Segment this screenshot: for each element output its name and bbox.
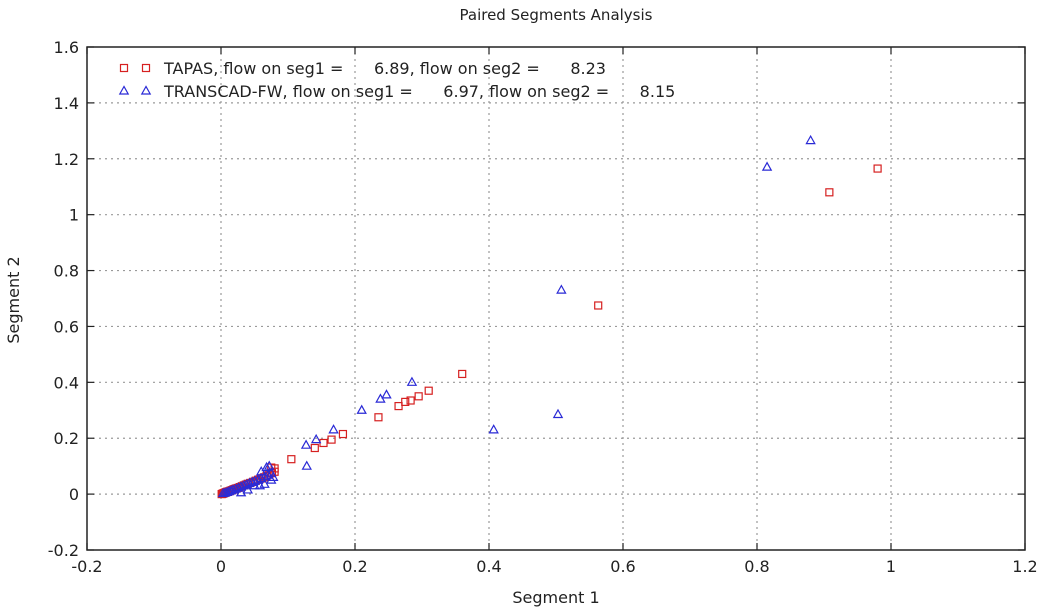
data-point-tapas: [310, 443, 319, 453]
y-tick-label: 0.6: [54, 317, 79, 336]
data-point-tapas: [327, 435, 336, 444]
y-tick-label: 1.4: [54, 94, 79, 113]
data-point-tapas: [825, 188, 834, 197]
data-point-transcad-fw: [264, 460, 275, 470]
data-point-transcad-fw: [223, 485, 235, 496]
data-point-tapas: [424, 386, 433, 395]
x-tick-label: 1: [886, 557, 896, 576]
data-points: [217, 134, 882, 499]
y-tick-label: 0.4: [54, 373, 79, 392]
data-point-transcad-fw: [761, 161, 773, 171]
data-point-transcad-fw: [249, 479, 260, 490]
data-point-transcad-fw: [556, 284, 567, 294]
legend-item-tapas: TAPAS, flow on seg1 = 6.89, flow on seg2…: [119, 59, 606, 78]
y-tick-label: 0.2: [54, 429, 79, 448]
legend-marker-square: [141, 63, 151, 73]
data-point-transcad-fw: [249, 475, 260, 485]
legend-label-tapas: TAPAS, flow on seg1 = 6.89, flow on seg2…: [163, 59, 606, 78]
data-point-tapas: [414, 392, 423, 401]
x-tick-label: 1.2: [1012, 557, 1037, 576]
data-point-transcad-fw: [488, 424, 499, 434]
legend-item-transcad-fw: TRANSCAD-FW, flow on seg1 = 6.97, flow o…: [118, 82, 675, 101]
data-point-transcad-fw: [805, 134, 816, 145]
data-point-tapas: [594, 301, 603, 310]
x-tick-label: 0.8: [744, 557, 769, 576]
data-point-tapas: [394, 401, 403, 411]
plot-frame: [86, 46, 1026, 551]
data-point-tapas: [401, 397, 410, 406]
data-point-transcad-fw: [268, 471, 279, 481]
data-point-transcad-fw: [301, 460, 312, 470]
x-tick-label: 0.4: [476, 557, 501, 576]
y-tick-label: 1: [69, 206, 79, 225]
x-tick-label: -0.2: [71, 557, 102, 576]
legend-label-transcad-fw: TRANSCAD-FW, flow on seg1 = 6.97, flow o…: [163, 82, 675, 101]
legend-marker-square: [119, 63, 129, 73]
y-axis-title: Segment 2: [4, 256, 23, 343]
x-tick-label: 0.2: [342, 557, 367, 576]
data-point-tapas: [338, 429, 348, 439]
data-point-tapas: [287, 455, 296, 464]
grid-lines: [87, 47, 1025, 550]
axis-ticks: [86, 46, 1026, 551]
legend-marker-triangle: [118, 85, 130, 95]
data-point-transcad-fw: [552, 408, 564, 419]
data-point-transcad-fw: [235, 486, 247, 497]
data-point-tapas: [873, 164, 882, 173]
x-tick-label: 0: [216, 557, 226, 576]
x-tick-label: 0.6: [610, 557, 635, 576]
series-transcad-fw: [217, 134, 816, 498]
data-point-transcad-fw: [381, 389, 392, 399]
data-point-transcad-fw: [261, 461, 272, 472]
legend-marker-triangle: [140, 85, 152, 95]
data-point-transcad-fw: [300, 439, 312, 449]
y-tick-label: 1.2: [54, 150, 79, 169]
data-point-tapas: [374, 413, 383, 422]
y-tick-label: 0.8: [54, 262, 79, 281]
data-point-transcad-fw: [310, 433, 322, 444]
x-axis-title: Segment 1: [512, 588, 599, 607]
data-point-transcad-fw: [328, 424, 339, 434]
y-tick-label: 0: [69, 485, 79, 504]
y-tick-label: 1.6: [54, 38, 79, 57]
chart-title: Paired Segments Analysis: [460, 6, 653, 24]
data-point-transcad-fw: [356, 404, 367, 414]
y-tick-label: -0.2: [48, 541, 79, 560]
data-point-transcad-fw: [406, 376, 418, 386]
data-point-tapas: [406, 396, 415, 405]
data-point-tapas: [458, 369, 467, 379]
legend: TAPAS, flow on seg1 = 6.89, flow on seg2…: [118, 59, 675, 101]
tick-labels: -0.2 0 0.2 0.4 0.6 0.8 1 1.2 -0.2 0 0.2 0.4 0.6 0.8 1 1…: [48, 38, 1038, 576]
